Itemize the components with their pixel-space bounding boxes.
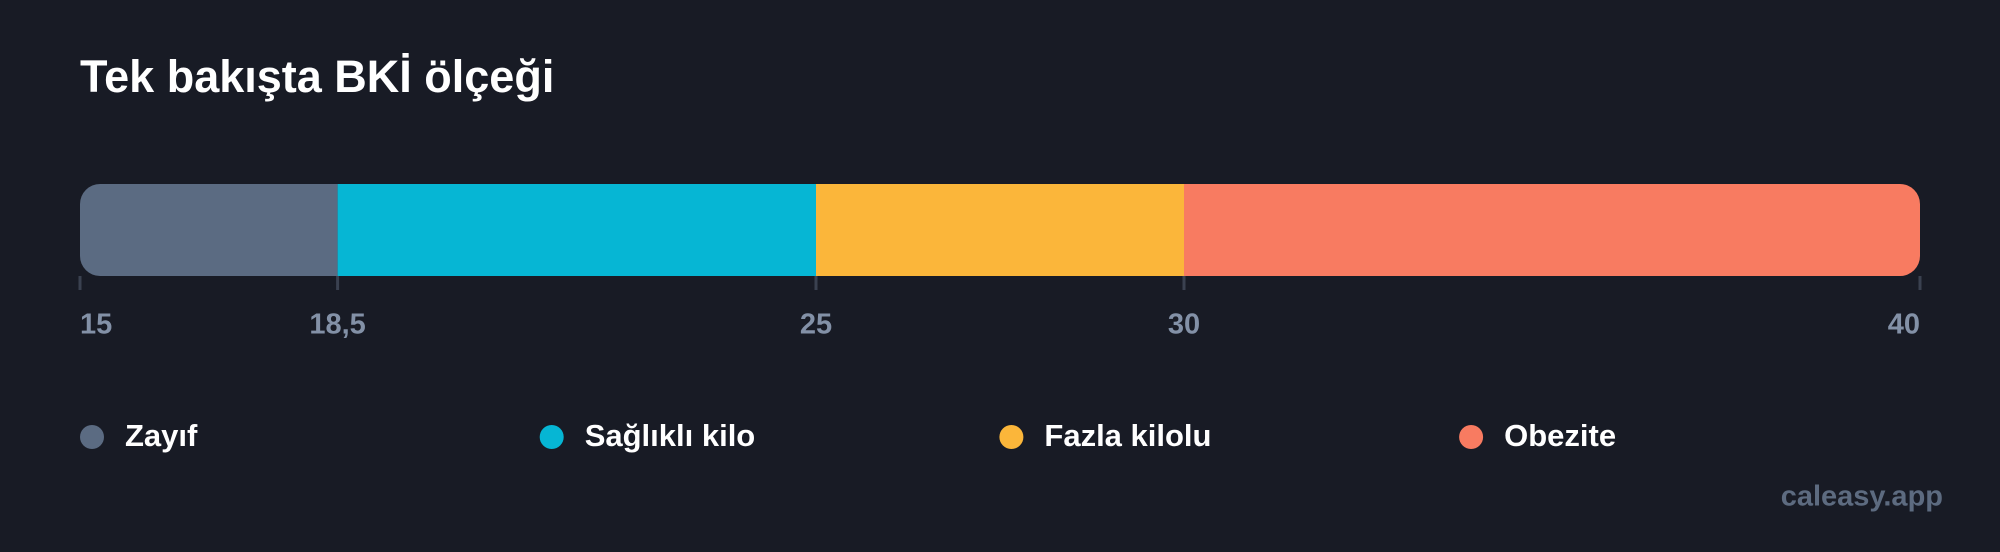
legend-label: Obezite [1504, 418, 1616, 453]
x-tick-label: 25 [800, 309, 832, 341]
legend-dot [80, 425, 104, 449]
bar-segment [1184, 184, 1920, 276]
legend-dot [999, 425, 1024, 449]
x-tick-label: 18,5 [309, 309, 365, 341]
title: Tek bakışta BKİ ölçeği [80, 51, 554, 102]
legend-label: Sağlıklı kilo [585, 418, 756, 453]
watermark: caleasy.app [1781, 481, 1943, 513]
x-tick-label: 30 [1168, 309, 1200, 341]
legend-dot [1459, 425, 1484, 449]
legend-label: Fazla kilolu [1044, 418, 1211, 453]
bar-segment [337, 184, 816, 276]
bar-segment [816, 184, 1184, 276]
x-tick-label: 40 [1888, 309, 1920, 341]
legend-dot [539, 425, 564, 449]
legend-label: Zayıf [125, 418, 198, 453]
bar-segment [80, 184, 338, 276]
x-tick-label: 15 [80, 309, 112, 341]
bar [80, 184, 1920, 276]
